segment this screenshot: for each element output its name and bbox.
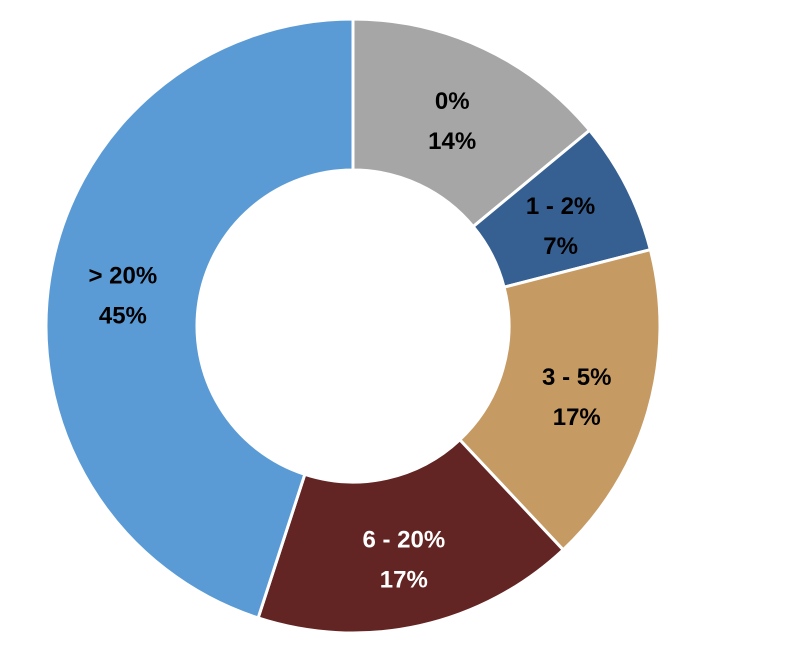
labels-group: 0% 14% 1 - 2% 7% 3 - 5% 17% 6 - 20% 17% > 20% 45%: [89, 88, 612, 593]
slice-2: [457, 247, 662, 552]
slice-value-label: 7%: [543, 233, 578, 260]
slice-0: [351, 17, 592, 229]
slice-value-label: 17%: [553, 404, 601, 431]
slices-group: [44, 17, 662, 635]
slice-3: [256, 437, 566, 635]
slice-category-label: 1 - 2%: [526, 193, 595, 220]
slice-4: [44, 17, 355, 620]
slice-category-label: 6 - 20%: [362, 526, 445, 553]
slice-value-label: 45%: [99, 303, 147, 330]
slice-value-label: 17%: [380, 566, 428, 593]
slice-value-label: 14%: [428, 128, 476, 155]
slice-category-label: 3 - 5%: [542, 364, 611, 391]
slice-category-label: 0%: [435, 88, 470, 115]
slice-category-label: > 20%: [89, 263, 158, 290]
